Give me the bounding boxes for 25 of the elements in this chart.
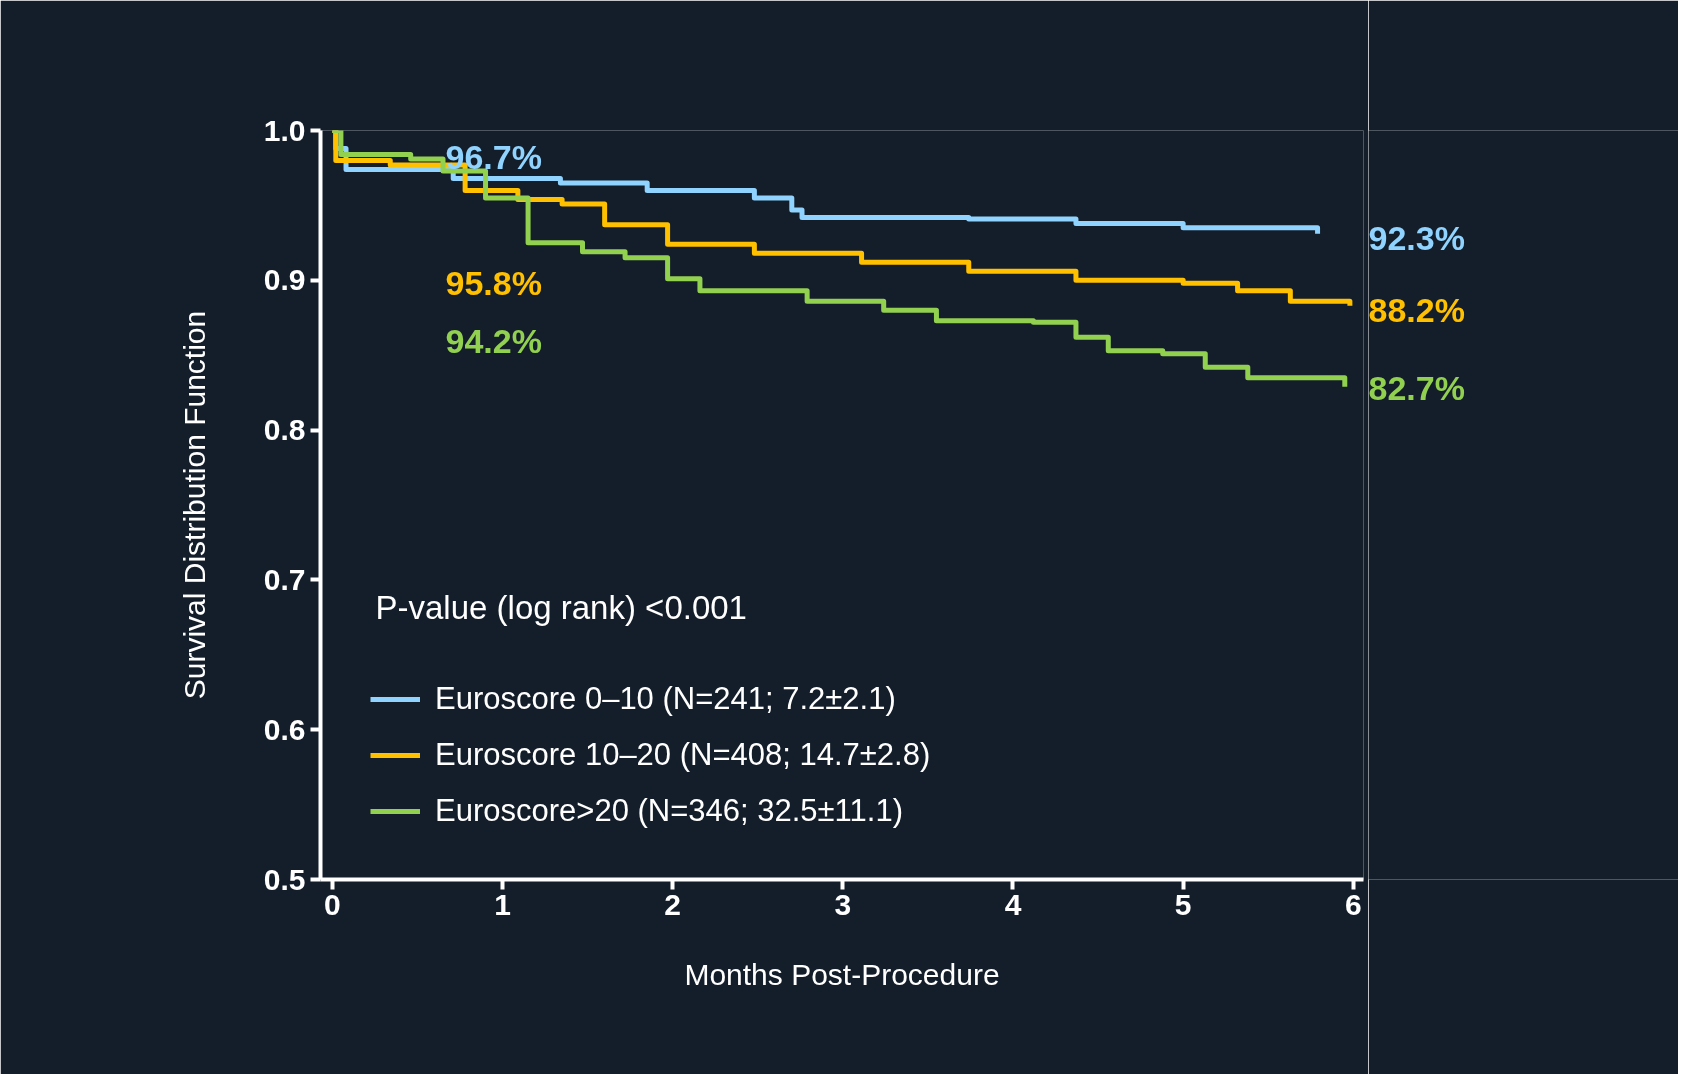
annotation: 96.7% <box>445 137 542 176</box>
y-tick-label: 0.6 <box>263 712 306 746</box>
y-tick-label: 0.9 <box>263 263 306 297</box>
text: 92.3% <box>1368 218 1465 257</box>
text: 82.7% <box>1368 368 1465 407</box>
annotation: 94.2% <box>445 321 542 360</box>
y-axis-title: Survival Distribution Function <box>177 310 211 700</box>
annotation: 95.8% <box>445 263 542 302</box>
x-tick-label: 6 <box>1344 887 1362 921</box>
x-tick-label: 3 <box>834 887 852 921</box>
x-axis-title: Months Post-Procedure <box>684 957 1000 991</box>
x-tick-label: 0 <box>324 887 341 921</box>
x-tick-label: 2 <box>664 887 682 921</box>
y-tick-label: 0.8 <box>263 413 306 447</box>
annotation: P-value (log rank) <0.001 <box>375 589 747 626</box>
legend-label: Euroscore>20 (N=346; 32.5±11.1) <box>435 793 903 829</box>
x-tick-label: 1 <box>494 887 511 921</box>
legend-label: Euroscore 10–20 (N=408; 14.7±2.8) <box>435 737 931 773</box>
x-tick-label: 4 <box>1004 887 1022 921</box>
y-tick-label: 1.0 <box>263 113 306 147</box>
y-tick-label: 0.7 <box>263 562 306 596</box>
text: 88.2% <box>1368 290 1465 329</box>
legend-label: Euroscore 0–10 (N=241; 7.2±2.1) <box>435 681 896 717</box>
y-tick-label: 0.5 <box>263 862 306 896</box>
x-tick-label: 5 <box>1174 887 1192 921</box>
